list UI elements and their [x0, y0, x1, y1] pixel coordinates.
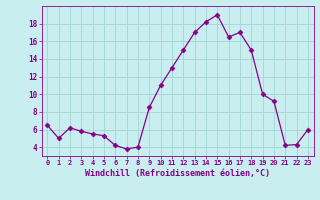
X-axis label: Windchill (Refroidissement éolien,°C): Windchill (Refroidissement éolien,°C) — [85, 169, 270, 178]
